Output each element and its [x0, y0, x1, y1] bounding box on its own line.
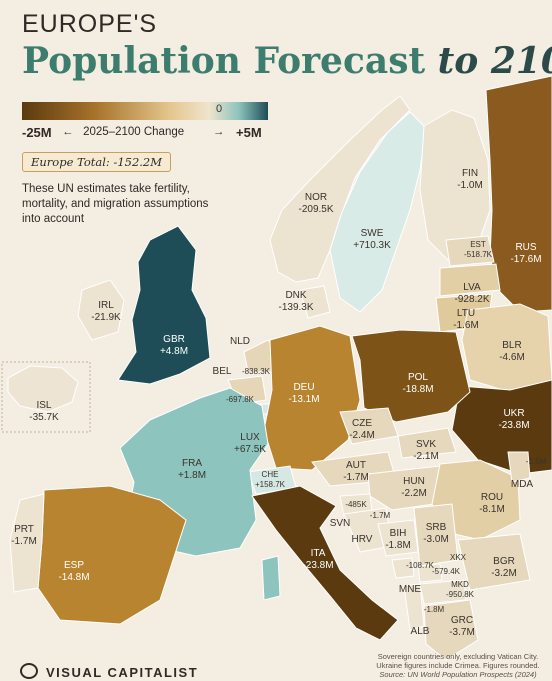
label-hrv: HRV: [351, 534, 373, 545]
footnote-line1: Sovereign countries only, excluding Vati…: [377, 652, 539, 661]
label-blr: BLR -4.6M: [499, 340, 525, 363]
label-svk: SVK -2.1M: [413, 439, 439, 462]
label-srb: SRB -3.0M: [423, 522, 449, 545]
region-swe: [329, 111, 427, 313]
region-alb: [403, 583, 425, 631]
region-lva: [439, 263, 501, 297]
label-ukr: UKR -23.8M: [498, 408, 530, 431]
legend-caption: ← 2025–2100 Change →: [62, 126, 224, 138]
label-ita: ITA -23.8M: [302, 548, 334, 571]
europe-total-badge: Europe Total: -152.2M: [22, 152, 172, 172]
label-xkx-value: -579.4K: [431, 567, 461, 576]
label-deu: DEU -13.1M: [288, 382, 320, 405]
label-mne-value: -108.7K: [405, 561, 435, 570]
label-lux: LUX +67.5K: [234, 432, 266, 455]
region-grc: [423, 599, 479, 661]
label-prt: PRT -1.7M: [11, 524, 37, 547]
region-rus: [485, 75, 552, 313]
region-pol: [351, 329, 471, 423]
label-grc: GRC -3.7M: [449, 615, 475, 638]
label-dnk: DNK -139.3K: [278, 290, 314, 313]
label-fin: FIN -1.0M: [457, 168, 483, 191]
methodology-note: These UN estimates take fertility, morta…: [22, 183, 209, 225]
region-dnk: [299, 285, 331, 319]
region-hun: [367, 465, 449, 511]
label-nld-bel-value: -838.3K: [241, 367, 271, 376]
label-nld: NLD: [229, 336, 251, 347]
label-che: CHE +158.7K: [254, 470, 286, 489]
label-alb: ALB: [410, 626, 430, 637]
legend-label: 2025–2100 Change: [83, 126, 185, 138]
label-lva: LVA -928.2K: [454, 282, 490, 305]
region-ukr: [451, 379, 552, 475]
label-mkd: MKD -950.8K: [445, 580, 475, 599]
region-fin: [419, 109, 491, 263]
region-ita: [251, 485, 399, 641]
label-rus: RUS -17.6M: [510, 242, 542, 265]
title-main: Population Forecast: [22, 40, 426, 82]
label-mda: MDA: [510, 479, 534, 490]
label-bel: BEL: [212, 366, 232, 377]
region-xkx: [417, 563, 443, 583]
region-isl: [7, 365, 79, 413]
legend-max: +5M: [236, 125, 262, 140]
label-isl: ISL -35.7K: [29, 400, 59, 423]
region-sardinia: [261, 555, 281, 601]
legend-min: -25M: [22, 125, 52, 140]
label-aut: AUT -1.7M: [343, 460, 369, 483]
region-prt: [9, 493, 45, 593]
label-xkx: XKX: [449, 553, 467, 562]
region-mkd: [419, 579, 467, 605]
label-est: EST -518.7K: [463, 240, 493, 259]
title-line1: EUROPE'S: [22, 10, 158, 38]
arrow-right-icon: →: [212, 126, 225, 138]
label-bel-value: -697.8K: [225, 395, 255, 404]
label-esp: ESP -14.8M: [58, 560, 90, 583]
label-fra: FRA +1.8M: [177, 458, 207, 481]
region-mne: [391, 557, 415, 579]
label-alb-value: -1.8M: [423, 605, 445, 614]
region-bgr: [457, 533, 531, 591]
label-nor: NOR -209.5K: [298, 192, 334, 215]
label-rou: ROU -8.1M: [479, 492, 505, 515]
legend-zero: 0: [216, 103, 223, 115]
brand-name: VISUAL CAPITALIST: [46, 665, 199, 680]
legend-color-scale: [22, 102, 268, 120]
label-mda-value: -1.5M: [525, 457, 547, 466]
label-pol: POL -18.8M: [402, 372, 434, 395]
region-svk: [397, 427, 457, 459]
region-mda: [507, 451, 531, 483]
title-suffix: to 2100: [437, 40, 552, 82]
label-swe: SWE +710.3K: [353, 228, 391, 251]
brand-logo: VISUAL CAPITALIST: [20, 663, 198, 680]
label-mne: MNE: [398, 584, 422, 595]
region-bih: [377, 519, 419, 557]
region-srb: [413, 503, 459, 567]
label-bih: BIH -1.8M: [385, 528, 411, 551]
vc-logo-icon: [20, 663, 38, 679]
label-ltu: LTU -1.6M: [453, 308, 479, 331]
label-cze: CZE -2.4M: [349, 418, 375, 441]
label-hrv-value: -1.7M: [369, 511, 391, 520]
region-irl: [77, 279, 125, 341]
label-gbr: GBR +4.8M: [159, 334, 189, 357]
footnote-line2: Ukraine figures include Crimea. Figures …: [376, 661, 540, 670]
page-title: Population Forecast to 2100: [22, 40, 552, 82]
label-hun: HUN -2.2M: [401, 476, 427, 499]
label-svn-value: -485K: [345, 500, 367, 509]
footnote-line3: Source: UN World Population Prospects (2…: [379, 670, 537, 679]
footnote: Sovereign countries only, excluding Vati…: [372, 652, 544, 679]
region-deu: [263, 325, 361, 471]
region-gbr: [117, 225, 211, 385]
label-svn: SVN: [329, 518, 351, 529]
region-est: [445, 235, 495, 267]
label-bgr: BGR -3.2M: [491, 556, 517, 579]
region-nor: [269, 95, 411, 283]
arrow-left-icon: ←: [62, 126, 74, 138]
label-irl: IRL -21.9K: [91, 300, 121, 323]
